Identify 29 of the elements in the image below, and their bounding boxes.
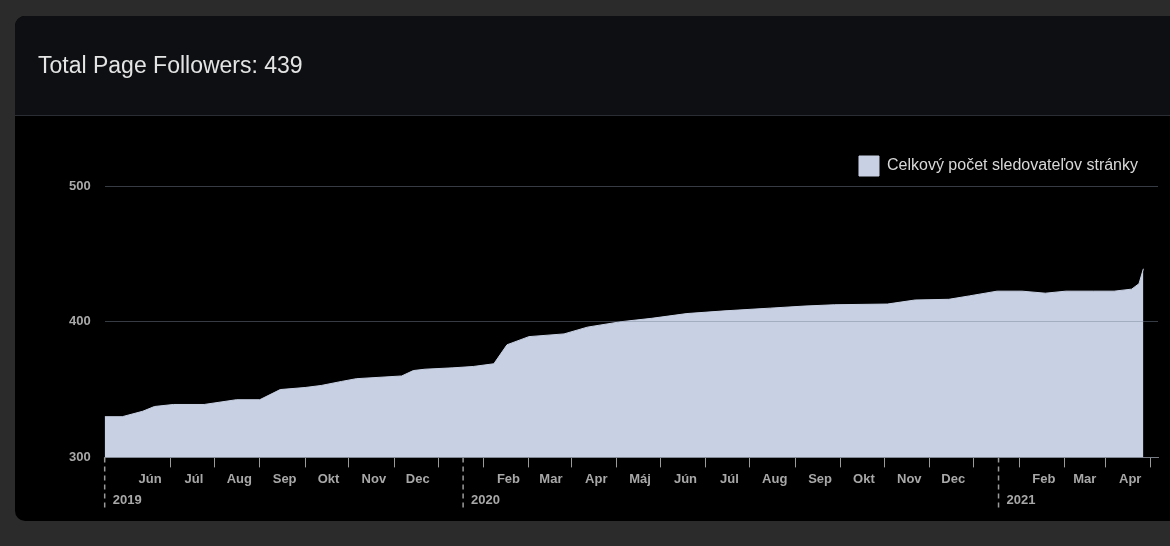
x-tick-label: Mar [539, 470, 563, 486]
x-tick-label: Sep [808, 470, 833, 486]
x-tick-label: Feb [496, 470, 521, 486]
x-tick-label: Dec [405, 470, 430, 486]
x-tick-label: Apr [585, 470, 608, 486]
x-tick-label: Nov [361, 470, 387, 486]
ref-line-label: 2019 [112, 491, 142, 507]
chart-title: Total Page Followers: 439 [15, 16, 1170, 116]
x-tick-label: Jún [138, 470, 162, 486]
y-tick-label: 500 [68, 177, 91, 193]
x-tick-label: Feb [1032, 470, 1056, 486]
ref-line-label: 2021 [1006, 491, 1036, 507]
x-tick-label: Nov [897, 470, 923, 486]
x-tick-label: Dec [941, 470, 966, 486]
x-tick-label: Okt [317, 470, 341, 486]
y-tick-label: 400 [68, 313, 91, 329]
x-tick-label: Apr [1119, 470, 1142, 486]
x-tick-label: Máj [629, 470, 651, 486]
x-tick-label: Aug [226, 470, 252, 486]
x-tick-label: Sep [272, 470, 297, 486]
x-tick-label: Júl [184, 470, 204, 486]
x-tick-label: Júl [719, 470, 739, 486]
x-tick-label: Okt [853, 470, 876, 486]
legend-label: Celkový počet sledovateľov stránky [886, 156, 1139, 174]
x-tick-label: Mar [1073, 470, 1097, 486]
y-tick-label: 300 [68, 448, 91, 464]
ref-line-label: 2020 [471, 491, 501, 507]
x-tick-label: Jún [673, 470, 698, 486]
x-tick-label: Aug [762, 470, 788, 486]
